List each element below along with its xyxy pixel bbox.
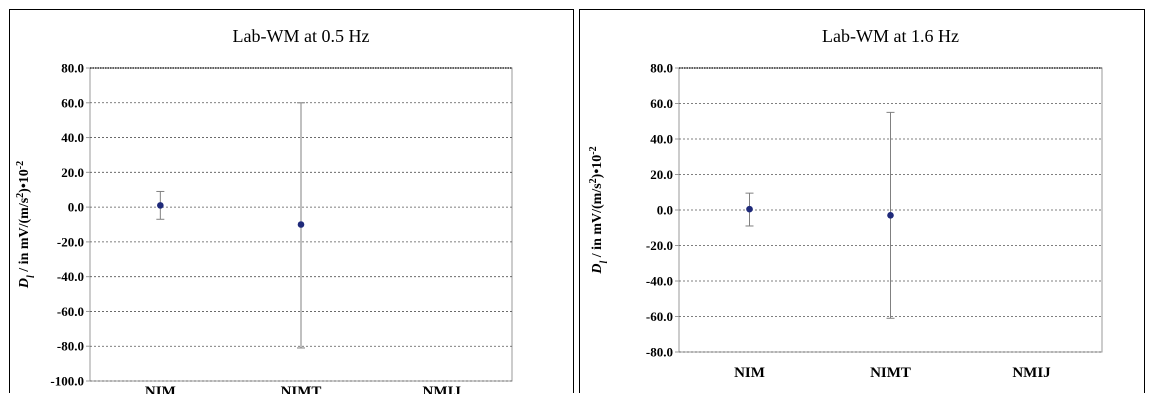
y-tick-label: -80.0	[646, 345, 673, 360]
y-tick-label: -40.0	[57, 269, 84, 284]
category-label: NIMT	[870, 365, 911, 381]
chart-left: Lab-WM at 0.5 Hz 80.0 60.0 40.0 20.0 0.0 -20.0…	[15, 26, 513, 394]
y-axis-label-close: )•10	[590, 155, 605, 179]
data-point	[887, 212, 894, 219]
y-axis-label-sub: l	[26, 275, 37, 278]
y-tick-label: -40.0	[646, 274, 673, 289]
chart-right: Lab-WM at 1.6 Hz 80.0 60.0 40.0 20.0 0.0 -20.0…	[588, 26, 1103, 381]
y-axis-label: Dl / in mV/(m/s2)•10-2	[588, 146, 610, 274]
y-axis-label-close: )•10	[17, 169, 32, 193]
y-tick-label: 80.0	[650, 61, 673, 76]
y-tick-label: 40.0	[61, 130, 84, 145]
y-tick-label: 20.0	[61, 165, 84, 180]
y-axis-label-sup2: -2	[15, 161, 26, 169]
category-label: NIMT	[281, 384, 322, 394]
y-axis-label: Dl / in mV/(m/s2)•10-2	[15, 161, 37, 289]
y-axis-label-sup2: -2	[588, 146, 599, 154]
data-point	[297, 221, 305, 228]
y-axis-label-mid: / in mV/(m/s	[590, 183, 605, 261]
y-tick-label: 80.0	[61, 61, 84, 76]
y-tick-label: 20.0	[650, 167, 673, 182]
category-label: NMIJ	[423, 384, 462, 394]
y-axis-label-sup1: 2	[15, 193, 26, 198]
y-axis-label-mid: / in mV/(m/s	[17, 197, 32, 275]
y-axis-label-sub: l	[599, 260, 610, 263]
category-label: NMIJ	[1012, 365, 1051, 381]
y-tick-label: -100.0	[50, 374, 84, 389]
category-label: NIM	[145, 384, 176, 394]
y-tick-label: 60.0	[61, 95, 84, 110]
y-tick-label: 0.0	[68, 200, 84, 215]
y-axis-label-sym: D	[17, 278, 32, 289]
chart-title: Lab-WM at 0.5 Hz	[233, 26, 370, 46]
data-point	[157, 202, 164, 209]
y-tick-label: 60.0	[650, 96, 673, 111]
y-tick-label: -20.0	[57, 234, 84, 249]
chart-panel-right: Lab-WM at 1.6 Hz 80.0 60.0 40.0 20.0 0.0 -20.0…	[579, 9, 1145, 393]
y-axis-label-sym: D	[590, 263, 605, 274]
chart-panel-left: Lab-WM at 0.5 Hz 80.0 60.0 40.0 20.0 0.0 -20.0…	[9, 9, 574, 394]
category-label: NIM	[734, 365, 765, 381]
y-tick-label: -60.0	[646, 309, 673, 324]
y-tick-label: 40.0	[650, 132, 673, 147]
y-tick-label: -80.0	[57, 339, 84, 354]
y-tick-label: -20.0	[646, 238, 673, 253]
y-tick-label: 0.0	[657, 203, 673, 218]
chart-title: Lab-WM at 1.6 Hz	[822, 26, 959, 46]
y-axis-label-sup1: 2	[588, 178, 599, 183]
data-point	[746, 205, 753, 213]
y-tick-label: -60.0	[57, 304, 84, 319]
